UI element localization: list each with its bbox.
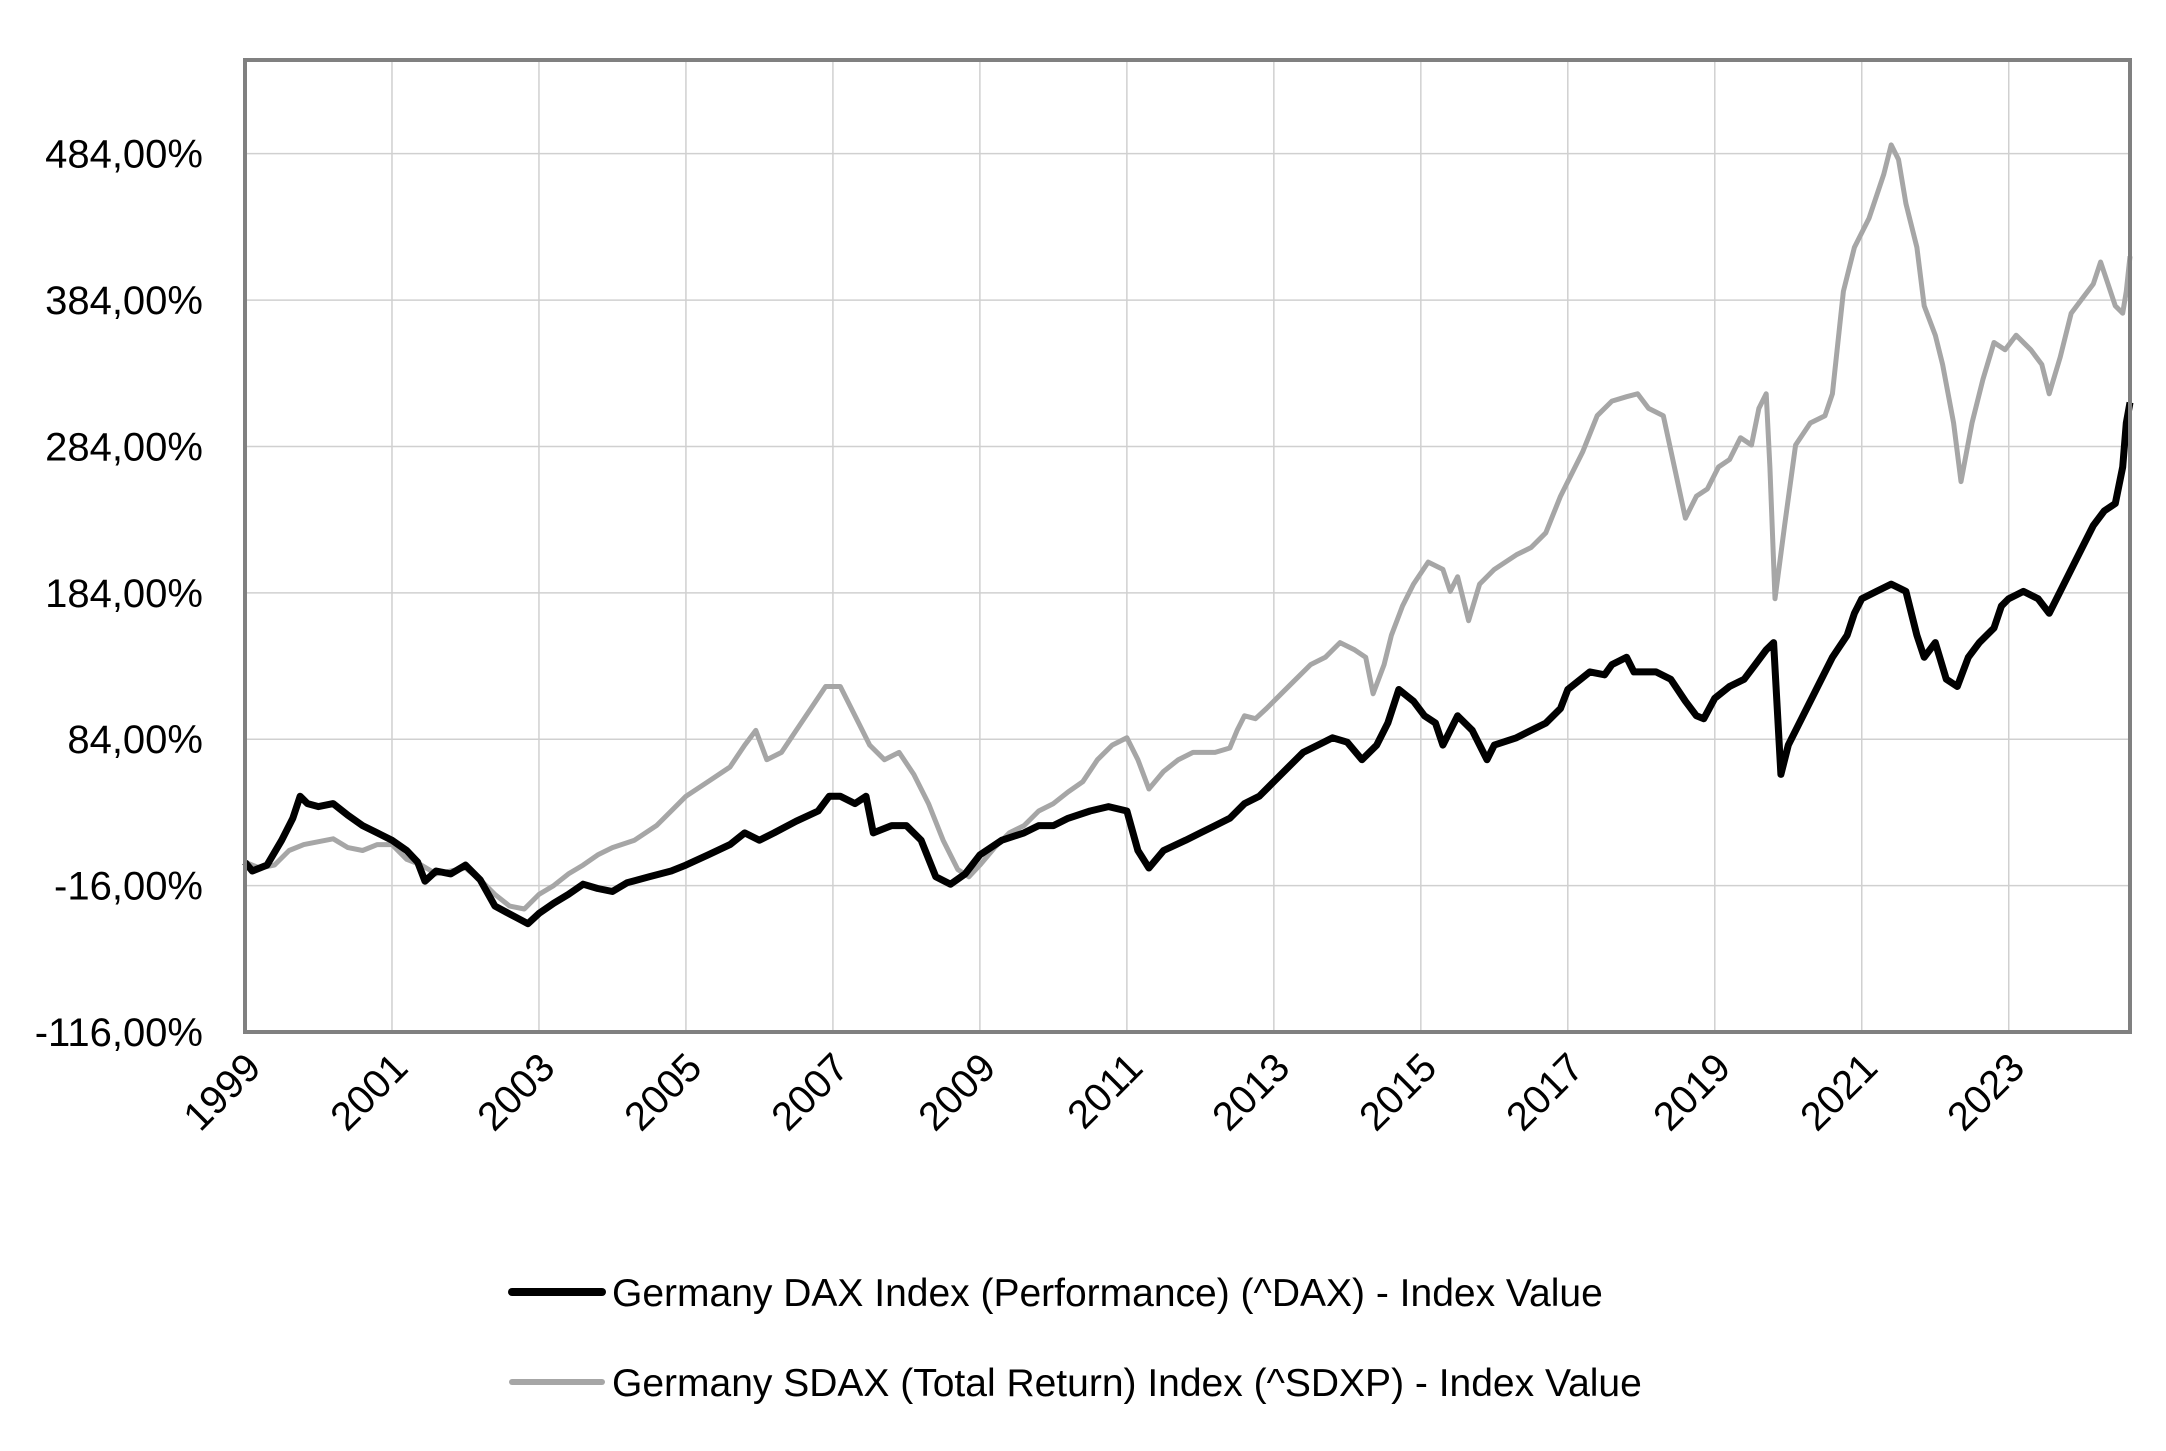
y-tick-label: 184,00% [45, 572, 203, 616]
y-tick-label: -16,00% [54, 865, 203, 909]
plot-area-border [243, 58, 2132, 1034]
y-tick-label: 384,00% [45, 279, 203, 323]
y-tick-label: 284,00% [45, 425, 203, 469]
series-line-sdax [244, 142, 2133, 912]
series-lines [242, 142, 2134, 928]
legend-item-dax: Germany DAX Index (Performance) (^DAX) -… [508, 1272, 1603, 1315]
legend-label-sdax: Germany SDAX (Total Return) Index (^SDXP… [612, 1362, 1642, 1405]
legend-item-sdax: Germany SDAX (Total Return) Index (^SDXP… [509, 1362, 1642, 1405]
y-axis-tick-labels: -116,00% -16,00% 84,00% 184,00% 284,00% 384,0… [35, 133, 203, 1055]
legend-label-dax: Germany DAX Index (Performance) (^DAX) -… [612, 1272, 1603, 1315]
legend: Germany DAX Index (Performance) (^DAX) -… [508, 1272, 1642, 1405]
series-line-dax [242, 401, 2134, 928]
grid [244, 60, 2130, 1033]
y-tick-label: 484,00% [45, 133, 203, 177]
y-tick-label: -116,00% [35, 1011, 203, 1055]
y-tick-label: 84,00% [67, 718, 203, 762]
